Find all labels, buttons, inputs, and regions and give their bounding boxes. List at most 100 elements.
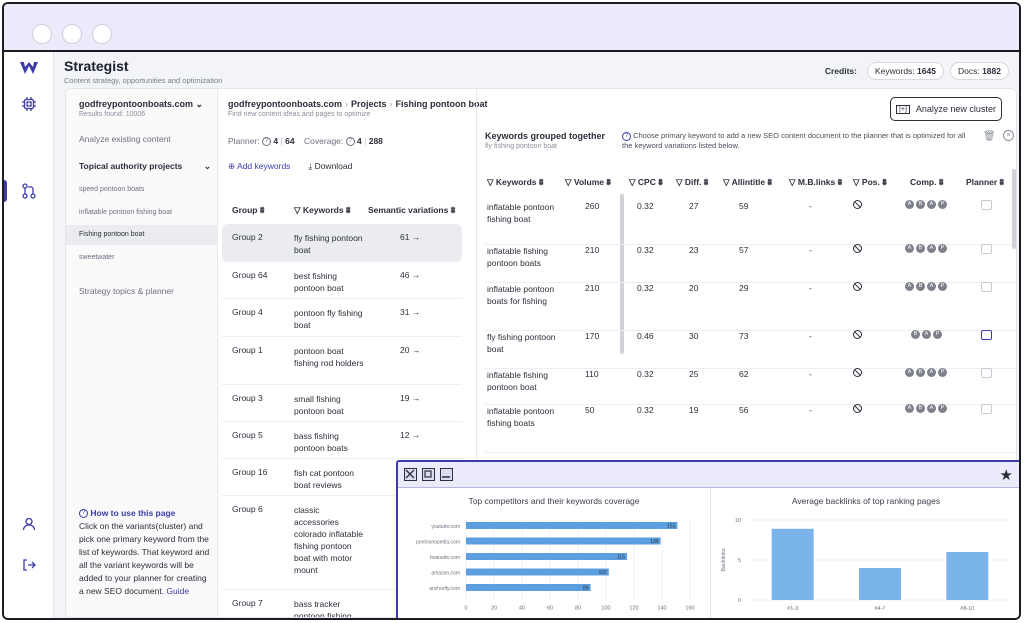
- group-row[interactable]: Group 1 pontoon boat fishing rod holders 2…: [222, 337, 462, 385]
- scrollbar[interactable]: [620, 194, 624, 354]
- planner-header[interactable]: Planner ⩩: [966, 177, 1005, 187]
- strategy-icon[interactable]: [19, 181, 39, 201]
- project-selector[interactable]: godfreypontoonboats.com ⌄: [79, 99, 204, 109]
- add-to-planner-icon[interactable]: [981, 330, 992, 340]
- window-dot[interactable]: [32, 24, 52, 44]
- analyze-new-cluster-button[interactable]: |+] Analyze new cluster: [890, 97, 1002, 121]
- keywords-header[interactable]: ▽ Keywords ⩩: [487, 177, 544, 187]
- keyword-row[interactable]: fly fishing pontoon boat 170 0.46 30 73 - B A P: [485, 330, 1016, 369]
- sidebar-item-fishing[interactable]: Fishing pontoon boat: [66, 225, 218, 245]
- bar: [466, 537, 661, 545]
- diff-cell: 20: [689, 283, 699, 293]
- cpc-cell: 0.32: [637, 369, 654, 379]
- competitor-badge: A: [905, 368, 914, 377]
- x-tick-label: 20: [491, 606, 497, 612]
- help-title[interactable]: ? How to use this page: [79, 507, 211, 520]
- add-keywords-button[interactable]: ⊕ Add keywords: [228, 161, 291, 171]
- topical-authority-toggle[interactable]: Topical authority projects ⌄: [79, 161, 211, 171]
- window-dot[interactable]: [92, 24, 112, 44]
- cpc-header[interactable]: ▽ CPC ⩩: [629, 177, 663, 187]
- project-sidebar: godfreypontoonboats.com ⌄ Results found:…: [66, 89, 218, 617]
- group-row[interactable]: Group 2 fly fishing pontoon boat 61 →: [222, 224, 462, 262]
- mblinks-cell: -: [809, 201, 812, 211]
- results-count: Results found: 10006: [79, 111, 146, 118]
- keyword-row[interactable]: inflatable pontoon boats for fishing 210 0…: [485, 282, 1016, 331]
- page-title: Strategist: [64, 58, 129, 74]
- diff-header[interactable]: ▽ Diff. ⩩: [676, 177, 709, 187]
- y-tick-label: 5: [738, 558, 741, 564]
- close-icon[interactable]: ×: [1003, 130, 1014, 141]
- cpc-cell: 0.46: [637, 331, 654, 341]
- add-to-planner-icon[interactable]: [981, 282, 992, 292]
- close-icon[interactable]: [404, 468, 417, 481]
- chart-title: Average backlinks of top ranking pages: [791, 496, 941, 506]
- add-to-planner-icon[interactable]: [981, 200, 992, 210]
- group-row[interactable]: Group 5 bass fishing pontoon boats 12 →: [222, 422, 462, 459]
- planner-cell: [981, 368, 992, 380]
- sidebar-item-sweetwater[interactable]: sweetwater: [79, 254, 115, 261]
- group-row[interactable]: Group 6 classic accessories colorado infl…: [222, 496, 462, 590]
- analyze-existing-link[interactable]: Analyze existing content: [79, 134, 171, 144]
- info-icon[interactable]: ?: [345, 137, 355, 147]
- competitor-badge: B: [916, 282, 925, 291]
- competitor-badge: P: [938, 244, 947, 253]
- logout-icon[interactable]: [19, 555, 39, 575]
- chevron-down-icon: ⌄: [203, 161, 211, 171]
- user-icon[interactable]: [19, 514, 39, 534]
- keyword-row[interactable]: inflatable fishing pontoon boat 110 0.32 25…: [485, 368, 1016, 405]
- trash-icon[interactable]: 🗑: [983, 131, 996, 142]
- maximize-icon[interactable]: [422, 468, 435, 481]
- strategy-topics-link[interactable]: Strategy topics & planner: [79, 286, 174, 296]
- breadcrumb-domain[interactable]: godfreypontoonboats.com: [228, 99, 342, 109]
- keywords-column-header[interactable]: ▽ Keywords ⩩: [294, 205, 351, 215]
- breadcrumb-projects[interactable]: Projects: [351, 99, 387, 109]
- keywords-panel: |+] Analyze new cluster Keywords grouped …: [476, 89, 1016, 617]
- allintitle-header[interactable]: ▽ Allintitle ⩩: [723, 177, 773, 187]
- diff-cell: 23: [689, 245, 699, 255]
- add-to-planner-icon[interactable]: [981, 244, 992, 254]
- help-icon: ?: [622, 131, 631, 141]
- mblinks-header[interactable]: ▽ M.B.links ⩩: [789, 177, 843, 187]
- competitor-badge: A: [905, 200, 914, 209]
- backlinks-chart: Average backlinks of top ranking pages 0…: [711, 488, 1019, 618]
- active-indicator: [4, 180, 7, 202]
- add-to-planner-icon[interactable]: [981, 368, 992, 378]
- sidebar-item-speed[interactable]: speed pontoon boats: [79, 186, 145, 193]
- minimize-icon[interactable]: [440, 468, 453, 481]
- group-column-header[interactable]: Group ⩩: [232, 205, 265, 215]
- credits-label: Credits:: [824, 66, 857, 76]
- x-tick-label: 100: [601, 606, 610, 612]
- logo-icon[interactable]: [19, 58, 39, 78]
- window-dot[interactable]: [62, 24, 82, 44]
- keyword-row[interactable]: inflatable fishing pontoon boats 210 0.32 2…: [485, 244, 1016, 283]
- sidebar-item-inflatable[interactable]: inflatable pontoon fishing boat: [79, 209, 173, 216]
- x-tick-label: #4-7: [874, 606, 885, 612]
- data-label: 115: [617, 555, 625, 561]
- competitor-badge: B: [916, 244, 925, 253]
- group-row[interactable]: Group 4 pontoon fly fishing boat 31 →: [222, 299, 462, 337]
- no-rank-icon: [853, 368, 862, 377]
- star-icon[interactable]: ★: [999, 467, 1013, 484]
- pos-header[interactable]: ▽ Pos. ⩩: [853, 177, 887, 187]
- scrollbar[interactable]: [1012, 169, 1016, 249]
- chip-icon[interactable]: [19, 94, 39, 114]
- keyword-row[interactable]: inflatable pontoon fishing boat 260 0.32 27…: [485, 200, 1016, 245]
- guide-link[interactable]: Guide: [166, 586, 190, 596]
- group-row[interactable]: Group 64 best fishing pontoon boat 46 →: [222, 262, 462, 299]
- pos-cell: [853, 330, 862, 341]
- competitor-badge: A: [922, 330, 931, 339]
- add-to-planner-icon[interactable]: [981, 404, 992, 414]
- y-tick-label: anchorfly.com: [429, 586, 460, 592]
- group-row[interactable]: Group 3 small fishing pontoon boat 19 →: [222, 385, 462, 422]
- keywords-panel-description: ? Choose primary keyword to add a new SE…: [622, 131, 966, 150]
- info-icon[interactable]: ?: [262, 137, 272, 147]
- semantic-column-header[interactable]: Semantic variations ⩩: [368, 205, 456, 215]
- group-row[interactable]: Group 16 fish cat pontoon boat reviews: [222, 459, 462, 496]
- comp-header[interactable]: Comp. ⩩: [910, 177, 944, 187]
- volume-header[interactable]: ▽ Volume ⩩: [565, 177, 611, 187]
- keyword-row[interactable]: inflatable pontoon fishing boats 50 0.32 19…: [485, 404, 1016, 453]
- download-button[interactable]: ⤓ Download: [308, 161, 353, 171]
